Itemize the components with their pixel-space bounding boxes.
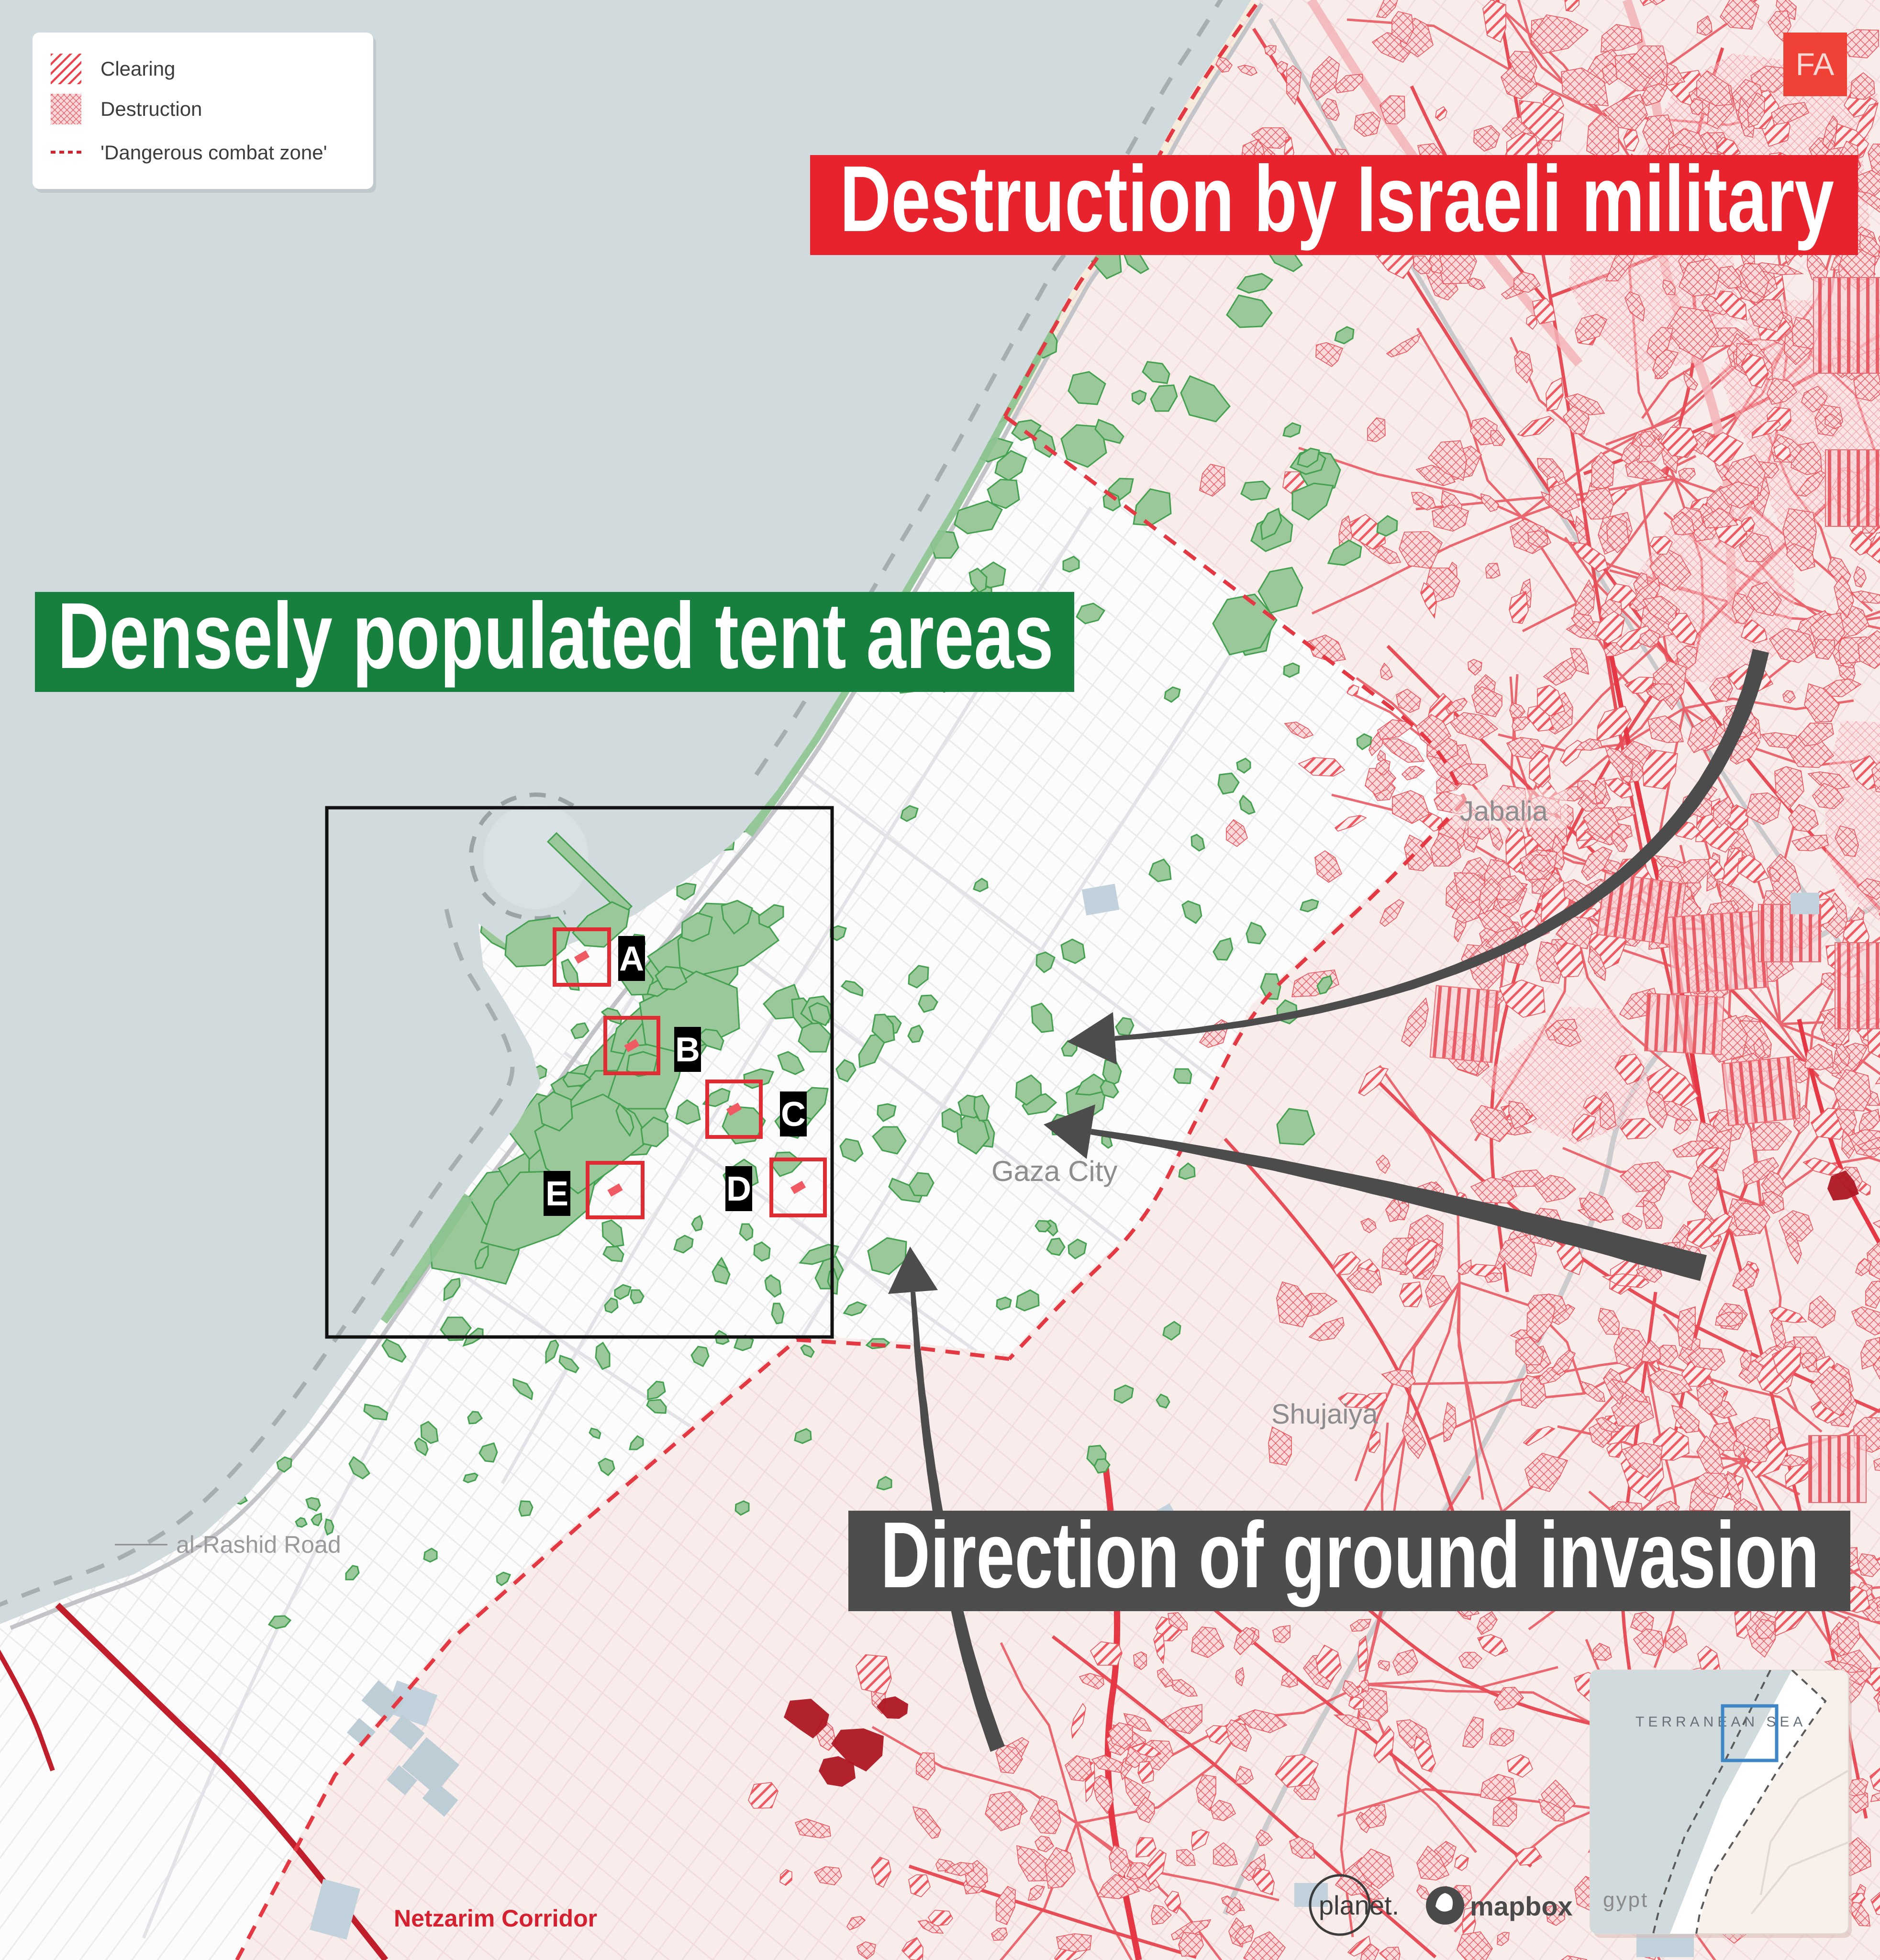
svg-text:FA: FA	[1796, 46, 1835, 82]
svg-text:Jabalia: Jabalia	[1460, 796, 1548, 827]
svg-text:Shujaiya: Shujaiya	[1271, 1399, 1378, 1430]
svg-text:Direction of ground invasion: Direction of ground invasion	[880, 1503, 1819, 1607]
svg-text:Destruction: Destruction	[100, 98, 202, 120]
svg-text:gypt: gypt	[1603, 1888, 1648, 1912]
svg-text:B: B	[675, 1031, 700, 1069]
svg-text:D: D	[726, 1170, 751, 1208]
svg-text:Netzarim Corridor: Netzarim Corridor	[394, 1905, 597, 1932]
svg-text:Destruction by Israeli militar: Destruction by Israeli military	[840, 146, 1834, 251]
svg-text:'Dangerous combat zone': 'Dangerous combat zone'	[100, 141, 327, 164]
svg-text:al-Rashid Road: al-Rashid Road	[176, 1531, 341, 1558]
svg-text:E: E	[545, 1175, 568, 1213]
svg-text:C: C	[781, 1095, 806, 1134]
svg-text:Clearing: Clearing	[100, 57, 175, 80]
svg-text:Gaza City: Gaza City	[991, 1155, 1117, 1187]
svg-text:planet.: planet.	[1319, 1890, 1399, 1920]
svg-text:A: A	[619, 940, 644, 978]
svg-text:Densely populated tent areas: Densely populated tent areas	[57, 583, 1054, 688]
svg-text:mapbox: mapbox	[1470, 1891, 1573, 1921]
svg-text:TERRANEAN SEA: TERRANEAN SEA	[1635, 1714, 1806, 1730]
